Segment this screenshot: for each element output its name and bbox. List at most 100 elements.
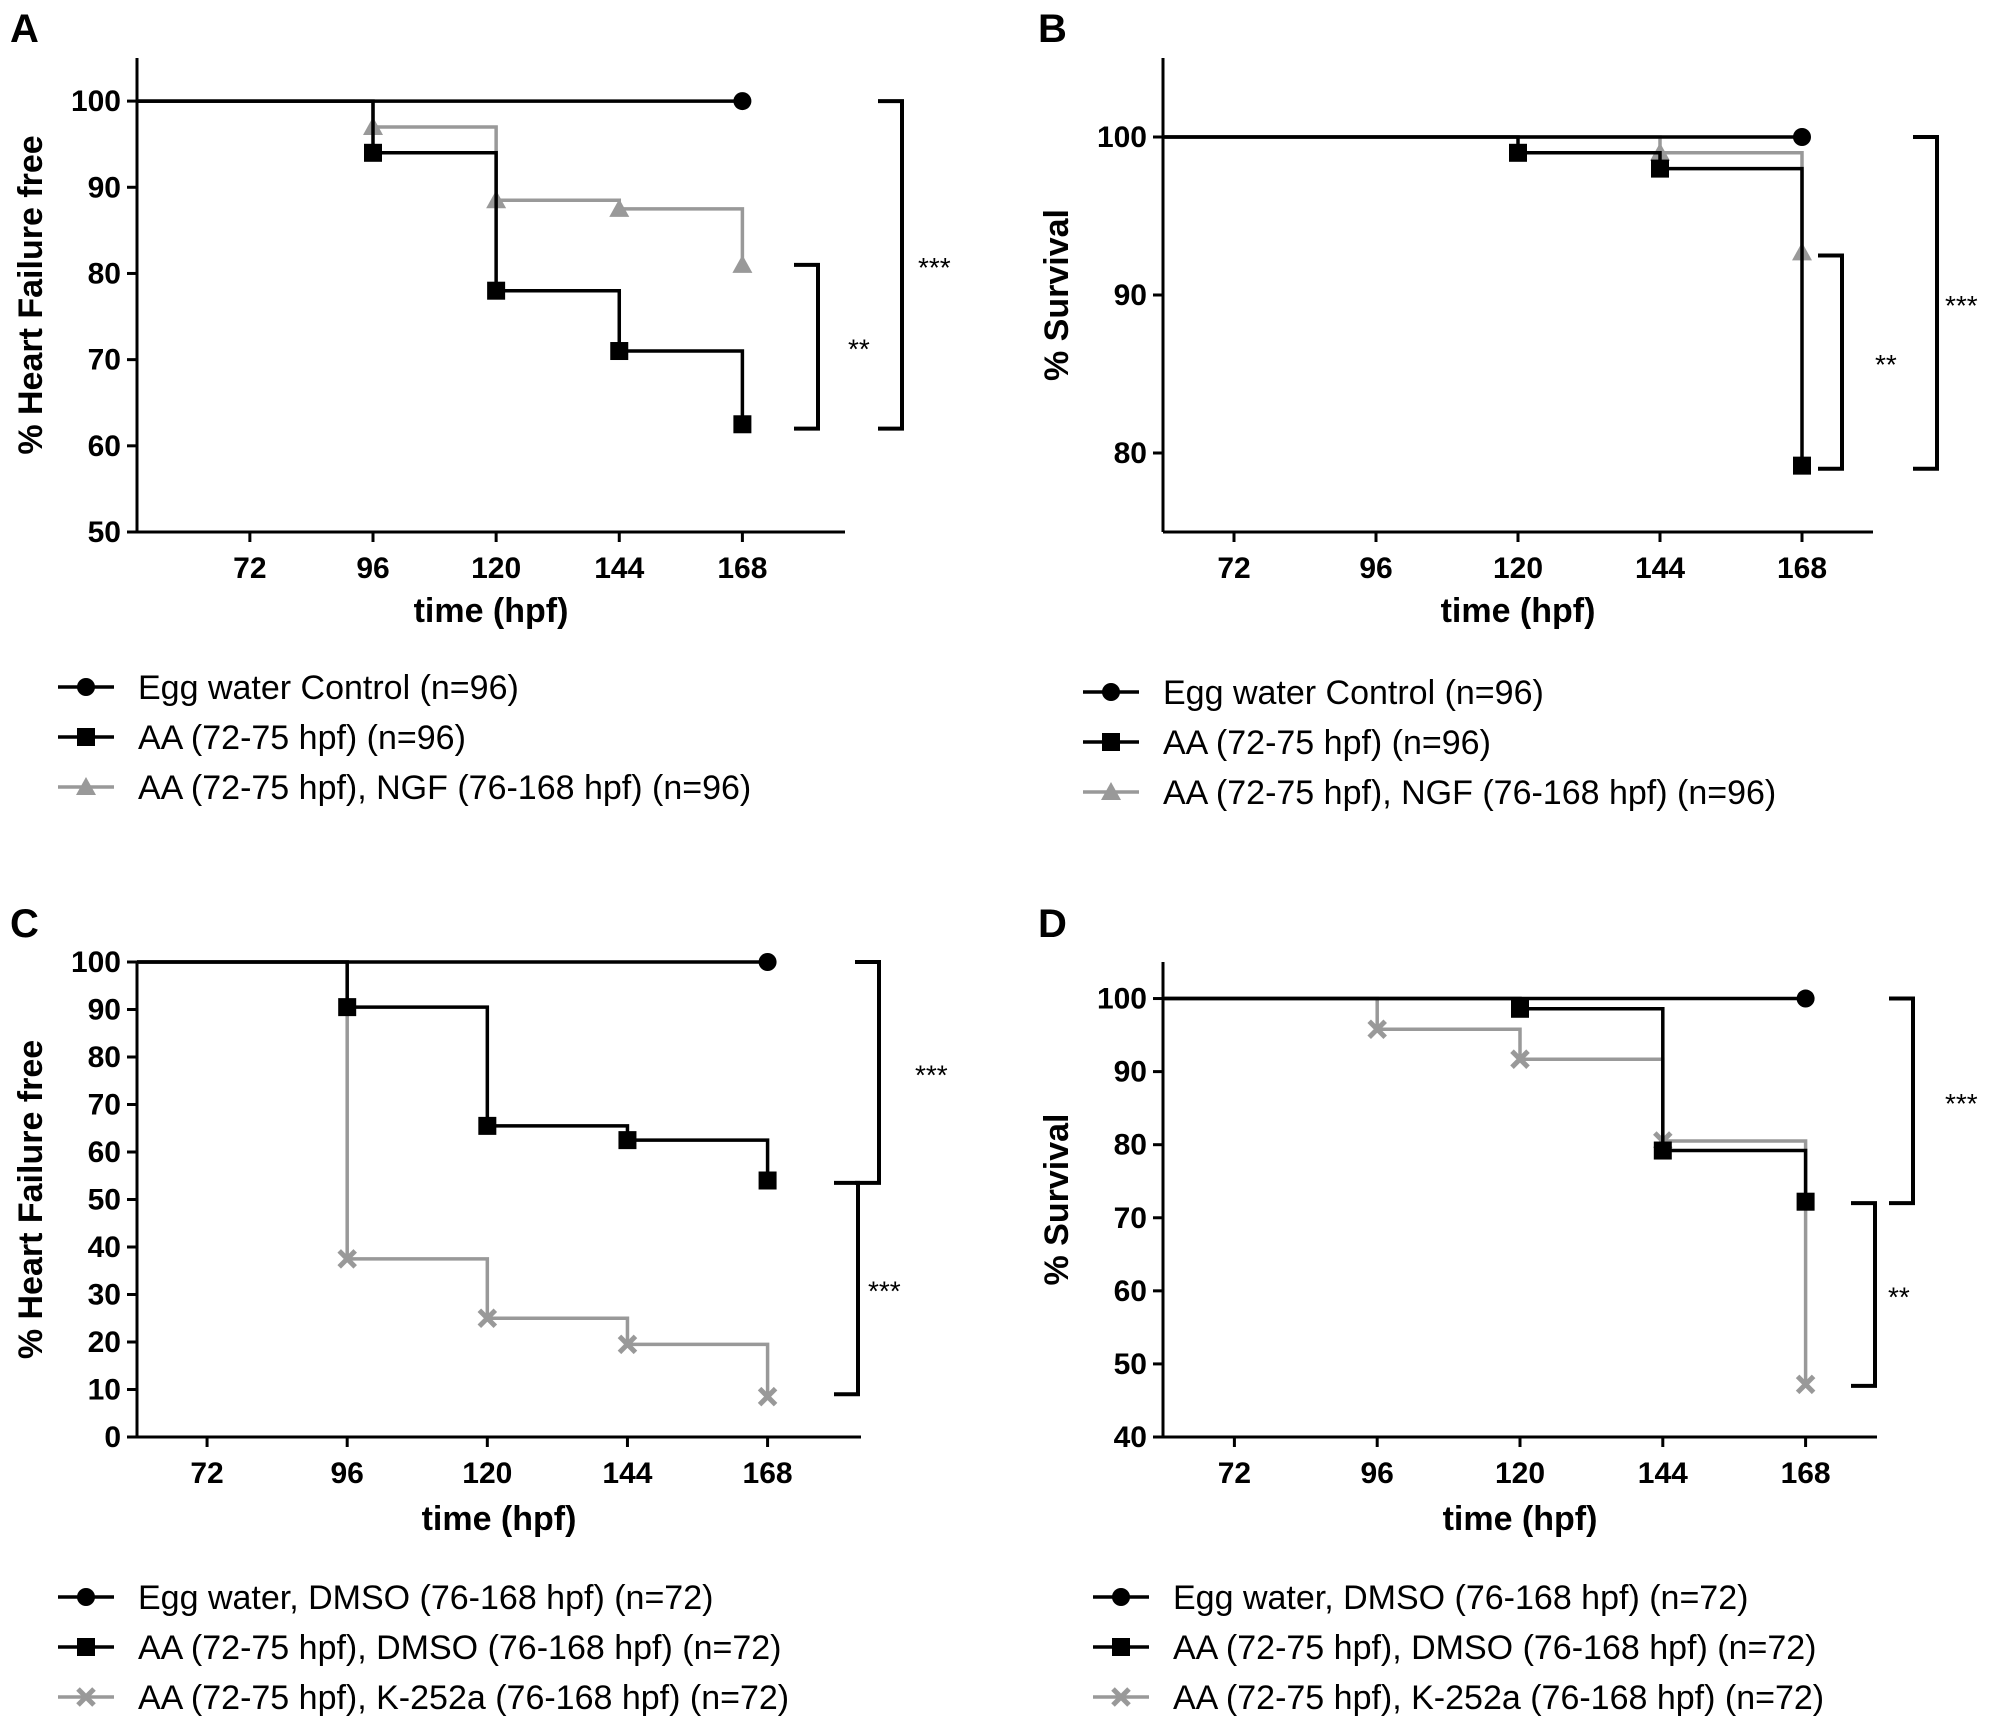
x-tick-label: 96 bbox=[356, 552, 389, 585]
x-axis-label: time (hpf) bbox=[1441, 592, 1596, 630]
y-tick-label: 90 bbox=[88, 994, 121, 1027]
y-tick-label: 100 bbox=[71, 946, 121, 979]
series-3 bbox=[1163, 135, 1812, 261]
y-tick-label: 10 bbox=[88, 1374, 121, 1407]
x-tick-label: 96 bbox=[1359, 552, 1392, 585]
data-point bbox=[733, 92, 752, 111]
legend-marker bbox=[1102, 683, 1120, 701]
panel-label: A bbox=[10, 7, 39, 51]
legend-entry: Egg water Control (n=96) bbox=[138, 669, 519, 707]
y-tick-label: 60 bbox=[1114, 1275, 1147, 1308]
series-line bbox=[137, 99, 745, 425]
series-line bbox=[1163, 135, 1804, 253]
chart-panel-a: A 50 60 70 80 90 100 72 96 120 144 168 time (hpf) % H… bbox=[10, 7, 951, 807]
data-point bbox=[477, 1308, 498, 1329]
y-tick-label: 40 bbox=[88, 1231, 121, 1264]
significance-bracket bbox=[1913, 135, 1939, 471]
y-tick-label: 70 bbox=[88, 344, 121, 377]
series-2 bbox=[137, 99, 752, 434]
series-2 bbox=[137, 960, 777, 1190]
legend-entry: AA (72-75 hpf), DMSO (76-168 hpf) (n=72) bbox=[1173, 1629, 1816, 1667]
legend-marker bbox=[76, 1687, 96, 1707]
data-point bbox=[337, 1249, 357, 1269]
data-point bbox=[1651, 159, 1669, 178]
significance-label: ** bbox=[848, 334, 870, 365]
x-tick-label: 72 bbox=[190, 1457, 223, 1490]
data-point bbox=[609, 198, 630, 217]
y-tick-label: 60 bbox=[88, 1136, 121, 1169]
significance-bracket bbox=[1851, 1201, 1877, 1388]
series-line bbox=[1163, 996, 1808, 1385]
data-point bbox=[617, 1334, 638, 1355]
significance-bracket bbox=[1889, 996, 1915, 1206]
series-line bbox=[137, 960, 770, 1181]
panel-label: C bbox=[10, 902, 39, 946]
legend-entry: AA (72-75 hpf), NGF (76-168 hpf) (n=96) bbox=[138, 769, 751, 807]
legend: Egg water, DMSO (76-168 hpf) (n=72) AA (7… bbox=[1093, 1579, 1824, 1717]
significance-label: *** bbox=[1945, 290, 1978, 321]
y-tick-label: 0 bbox=[104, 1421, 121, 1454]
x-tick-label: 120 bbox=[462, 1457, 512, 1490]
legend-marker bbox=[1112, 1588, 1130, 1606]
x-tick-label: 168 bbox=[717, 552, 767, 585]
legend-entry: AA (72-75 hpf), DMSO (76-168 hpf) (n=72) bbox=[138, 1629, 781, 1667]
x-tick-label: 96 bbox=[331, 1457, 364, 1490]
x-axis-label: time (hpf) bbox=[1443, 1500, 1598, 1538]
legend-entry: AA (72-75 hpf) (n=96) bbox=[138, 719, 466, 757]
data-point bbox=[1796, 989, 1815, 1008]
x-tick-label: 168 bbox=[1777, 552, 1827, 585]
y-tick-label: 50 bbox=[88, 1184, 121, 1217]
data-point bbox=[1367, 1019, 1387, 1039]
y-tick-label: 80 bbox=[88, 1041, 121, 1074]
series-2 bbox=[1163, 135, 1811, 475]
legend-marker bbox=[1111, 1687, 1131, 1707]
series-3 bbox=[137, 960, 778, 1407]
x-tick-label: 120 bbox=[471, 552, 521, 585]
y-axis-label: % Heart Failure free bbox=[12, 1040, 50, 1359]
legend-marker bbox=[1101, 782, 1121, 800]
data-point bbox=[1796, 1192, 1815, 1211]
significance-bracket bbox=[794, 262, 820, 431]
series-line bbox=[137, 99, 745, 265]
significance-bracket bbox=[855, 960, 881, 1185]
significance-label: *** bbox=[1945, 1088, 1978, 1119]
data-point bbox=[478, 1116, 497, 1135]
y-axis-label: % Heart Failure free bbox=[12, 135, 50, 454]
panel-label: D bbox=[1038, 902, 1067, 946]
data-point bbox=[1510, 1049, 1530, 1069]
x-tick-label: 72 bbox=[1217, 552, 1250, 585]
y-tick-label: 100 bbox=[71, 85, 121, 118]
legend-marker bbox=[77, 678, 95, 696]
significance-bracket bbox=[1818, 253, 1844, 471]
data-point bbox=[338, 998, 357, 1017]
x-axis-label: time (hpf) bbox=[414, 592, 569, 630]
panel-label: B bbox=[1038, 7, 1067, 51]
legend-entry: Egg water, DMSO (76-168 hpf) (n=72) bbox=[138, 1579, 713, 1617]
data-point bbox=[757, 1386, 778, 1407]
legend-entry: AA (72-75 hpf), K-252a (76-168 hpf) (n=7… bbox=[1173, 1679, 1824, 1717]
legend-entry: Egg water Control (n=96) bbox=[1163, 674, 1544, 712]
legend-marker bbox=[77, 1588, 95, 1606]
chart-panel-c: C 0 10 20 30 40 50 60 70 80 90 100 72 96 120 144 168 time… bbox=[10, 902, 948, 1717]
legend: Egg water Control (n=96) AA (72-75 hpf) (… bbox=[58, 669, 751, 807]
significance-label: ** bbox=[1888, 1282, 1910, 1313]
chart-panel-b: B 80 90 100 72 96 120 144 168 time (hpf) % Surviva… bbox=[1038, 7, 1978, 812]
significance-bracket bbox=[834, 1180, 860, 1397]
data-point bbox=[758, 1171, 777, 1190]
y-tick-label: 90 bbox=[1114, 279, 1147, 312]
y-tick-label: 30 bbox=[88, 1279, 121, 1312]
legend-entry: AA (72-75 hpf) (n=96) bbox=[1163, 724, 1491, 762]
data-point bbox=[1795, 1374, 1816, 1395]
y-tick-label: 60 bbox=[88, 430, 121, 463]
y-tick-label: 50 bbox=[1114, 1348, 1147, 1381]
data-point bbox=[1509, 143, 1527, 162]
x-tick-label: 168 bbox=[743, 1457, 793, 1490]
y-axis-label: % Survival bbox=[1038, 1114, 1076, 1286]
significance-label: *** bbox=[918, 252, 951, 283]
x-tick-label: 72 bbox=[1218, 1457, 1251, 1490]
data-point bbox=[618, 1131, 637, 1150]
x-tick-label: 72 bbox=[233, 552, 266, 585]
x-tick-label: 120 bbox=[1493, 552, 1543, 585]
legend-entry: Egg water, DMSO (76-168 hpf) (n=72) bbox=[1173, 1579, 1748, 1617]
significance-label: *** bbox=[868, 1276, 901, 1307]
